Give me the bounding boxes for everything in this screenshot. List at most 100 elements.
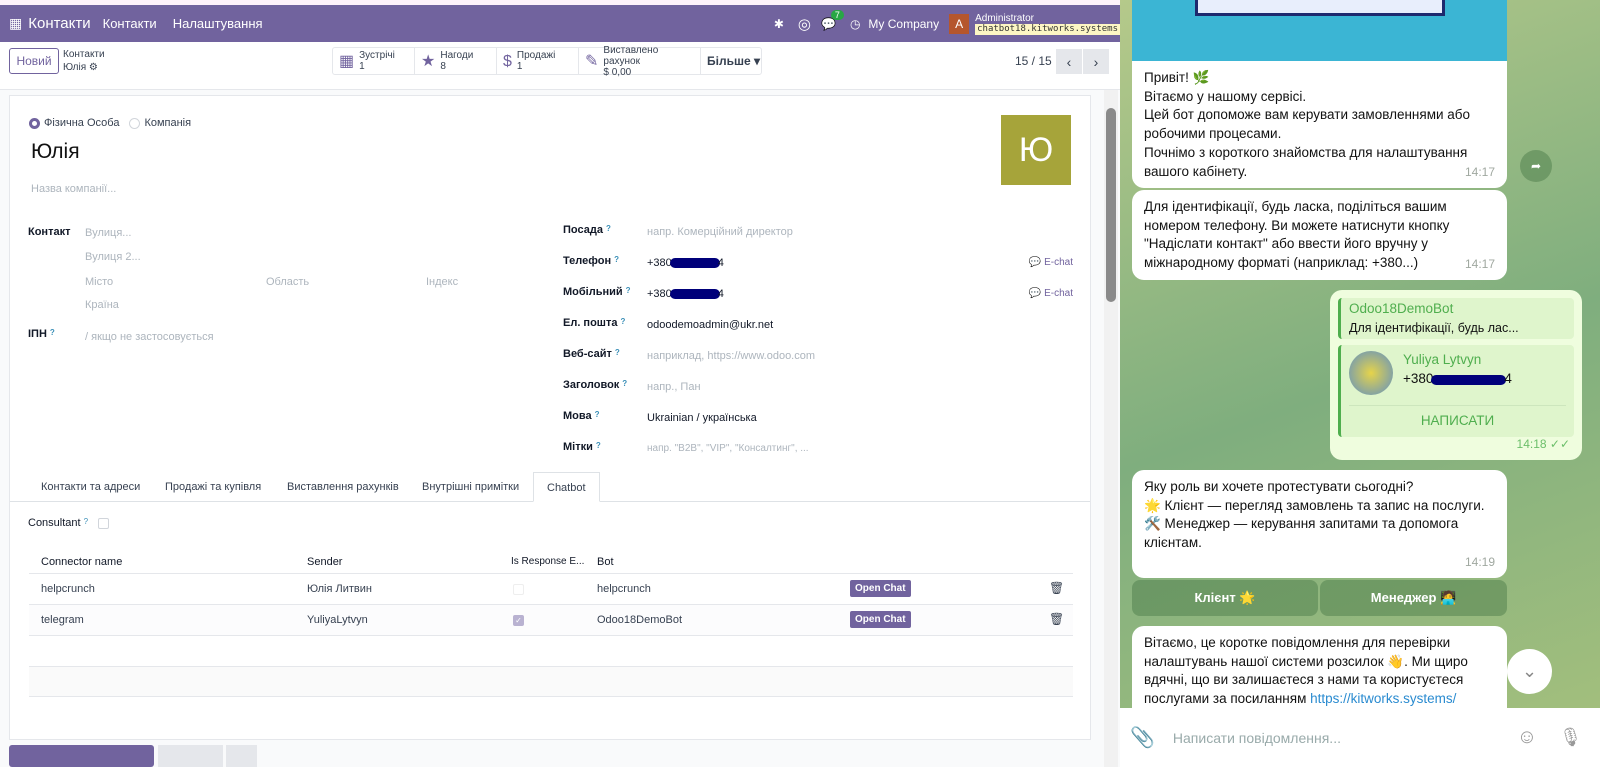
keyboard-button-manager[interactable]: Менеджер 🧑‍💻 <box>1320 580 1507 616</box>
tab-chatbot[interactable]: Chatbot <box>533 472 600 502</box>
attach-icon[interactable]: 📎 <box>1130 727 1155 749</box>
table-row[interactable]: telegram YuliyaLytvyn ✓ Odoo18DemoBot Op… <box>29 604 1073 635</box>
bot-cell: Odoo18DemoBot <box>597 614 682 626</box>
forward-button[interactable]: ➦ <box>1520 150 1552 182</box>
new-button[interactable]: Новий <box>9 48 59 74</box>
country-input[interactable]: Країна <box>85 299 119 311</box>
title-input[interactable]: напр., Пан <box>647 381 701 393</box>
odoo-pane: ▦ Контакти Контакти Налаштування ✱ ◎ 💬 7 … <box>0 5 1120 767</box>
footer-button[interactable] <box>226 745 257 767</box>
redaction-mark <box>669 258 720 269</box>
col-sender[interactable]: Sender <box>307 555 343 568</box>
footer-button[interactable] <box>9 745 154 767</box>
connector-cell: telegram <box>41 614 84 626</box>
sales-button[interactable]: $ Продажі 1 <box>497 48 579 74</box>
write-contact-button[interactable]: НАПИСАТИ <box>1349 405 1566 431</box>
col-bot[interactable]: Bot <box>597 555 614 568</box>
reply-quote[interactable]: Odoo18DemoBot Для ідентифікації, будь ла… <box>1338 298 1574 340</box>
status-avatar-icon[interactable]: ◎ <box>797 15 811 33</box>
phone-input[interactable]: +380 4 <box>647 257 724 269</box>
open-chat-button[interactable]: Open Chat <box>850 580 911 597</box>
keyboard-button-client[interactable]: Клієнт 🌟 <box>1132 580 1318 616</box>
message-input[interactable]: Написати повідомлення... <box>1172 729 1341 746</box>
debug-icon[interactable]: ✱ <box>773 16 784 31</box>
pager-prev-button[interactable]: ‹ <box>1056 49 1082 74</box>
email-input[interactable]: odoodemoadmin@ukr.net <box>647 319 774 331</box>
apps-menu-icon[interactable]: ▦ <box>9 15 23 31</box>
echat-phone-button[interactable]: 💬 E-chat <box>1028 257 1073 268</box>
radio-person[interactable] <box>29 117 40 129</box>
emoji-icon[interactable]: ☺ <box>1516 726 1538 748</box>
street2-input[interactable]: Вулиця 2... <box>85 251 141 263</box>
table-row[interactable]: helpcrunch Юлія Литвин helpcrunch Open C… <box>29 573 1073 604</box>
scroll-down-button[interactable]: ⌄ <box>1507 649 1552 694</box>
trash-icon[interactable]: 🗑 <box>1049 612 1065 626</box>
street-input[interactable]: Вулиця... <box>85 227 132 239</box>
menu-settings[interactable]: Налаштування <box>172 16 263 31</box>
message-input-bar: 📎 Написати повідомлення... ☺ 🎙 <box>1120 708 1600 767</box>
trash-icon[interactable]: 🗑 <box>1049 581 1065 595</box>
company-switcher[interactable]: My Company <box>868 16 940 31</box>
echat-mobile-button[interactable]: 💬 E-chat <box>1028 288 1073 299</box>
scrollbar[interactable] <box>1104 90 1118 767</box>
contact-label: Контакт <box>28 226 71 238</box>
name-input[interactable]: Юлія <box>31 140 80 163</box>
gear-icon[interactable]: ⚙ <box>88 62 98 73</box>
message-link[interactable]: https://kitworks.systems/ <box>1310 691 1457 707</box>
smart-buttons: ▦ Зустрічі 1 ★ Нагоди 8 $ Продажі 1 ✎ Виставлен… <box>332 45 762 78</box>
job-input[interactable]: напр. Комерційний директор <box>647 226 793 238</box>
vat-label: ІПН <box>28 328 47 340</box>
tab-invoicing[interactable]: Виставлення рахунків <box>287 481 399 493</box>
messages-badge: 7 <box>830 9 844 20</box>
app-name[interactable]: Контакти <box>28 15 91 32</box>
right-fields: Посада? напр. Комерційний директор Телефо… <box>563 224 1073 472</box>
website-input[interactable]: наприклад, https://www.odoo.com <box>647 350 816 362</box>
city-input[interactable]: Місто <box>85 276 114 288</box>
microphone-icon[interactable]: 🎙 <box>1559 727 1582 747</box>
redaction-mark <box>669 289 720 300</box>
help-icon: ? <box>49 328 55 337</box>
avatar[interactable]: Ю <box>1001 115 1071 185</box>
email-label: Ел. пошта <box>563 317 618 329</box>
message-bubble: Привіт! 🌿 Вітаємо у нашому сервісі. Цей бо… <box>1132 61 1507 188</box>
pager-value[interactable]: 15 / 15 <box>1015 54 1052 68</box>
activity-clock-icon[interactable]: ◷ <box>849 16 861 31</box>
state-input[interactable]: Область <box>266 276 310 288</box>
company-input[interactable]: Назва компанії... <box>31 183 117 195</box>
tab-sales-purchase[interactable]: Продажі та купівля <box>165 481 262 493</box>
vat-input[interactable]: / якщо не застосовується <box>85 331 214 343</box>
tab-contacts-addresses[interactable]: Контакти та адреси <box>41 481 141 493</box>
invoice-edit-icon: ✎ <box>585 52 599 70</box>
pager-next-button[interactable]: › <box>1083 49 1109 74</box>
message-bubble: Яку роль ви хочете протестувати сьогодні… <box>1132 470 1507 578</box>
user-name[interactable]: Administrator <box>975 12 1035 24</box>
menu-contacts[interactable]: Контакти <box>102 16 157 31</box>
zip-input[interactable]: Індекс <box>426 276 459 288</box>
calendar-icon: ▦ <box>339 52 355 70</box>
user-avatar[interactable]: A <box>949 13 970 34</box>
consultant-label: Consultant <box>28 517 81 529</box>
response-checkbox[interactable]: ✓ <box>513 615 524 626</box>
invoiced-button[interactable]: ✎ Виставлено рахунок $ 0,00 <box>579 45 701 78</box>
connector-cell: helpcrunch <box>41 583 95 595</box>
footer-button[interactable] <box>158 745 223 767</box>
meetings-button[interactable]: ▦ Зустрічі 1 <box>333 48 415 74</box>
response-checkbox[interactable] <box>513 584 524 595</box>
messages-icon[interactable]: 💬 7 <box>821 9 844 31</box>
radio-company[interactable] <box>129 117 141 129</box>
tab-internal-notes[interactable]: Внутрішні примітки <box>422 481 520 493</box>
consultant-checkbox[interactable] <box>98 517 110 529</box>
message-bubble: Для ідентифікації, будь ласка, поділітьс… <box>1132 190 1507 280</box>
more-button[interactable]: Більше ▾ <box>707 53 760 68</box>
sender-cell: YuliyaLytvyn <box>307 614 368 626</box>
opportunities-button[interactable]: ★ Нагоди 8 <box>415 48 497 74</box>
tags-input[interactable]: напр. "B2B", "VIP", "Консалтинг", ... <box>647 443 809 454</box>
col-response[interactable]: Is Response E... <box>511 556 585 567</box>
col-connector[interactable]: Connector name <box>41 555 123 568</box>
dollar-icon: $ <box>503 52 512 70</box>
breadcrumb-parent[interactable]: Контакти <box>63 49 105 60</box>
bot-cell: helpcrunch <box>597 583 651 595</box>
open-chat-button[interactable]: Open Chat <box>850 611 911 628</box>
language-select[interactable]: Ukrainian / українська <box>647 412 757 424</box>
mobile-input[interactable]: +380 4 <box>647 288 724 300</box>
